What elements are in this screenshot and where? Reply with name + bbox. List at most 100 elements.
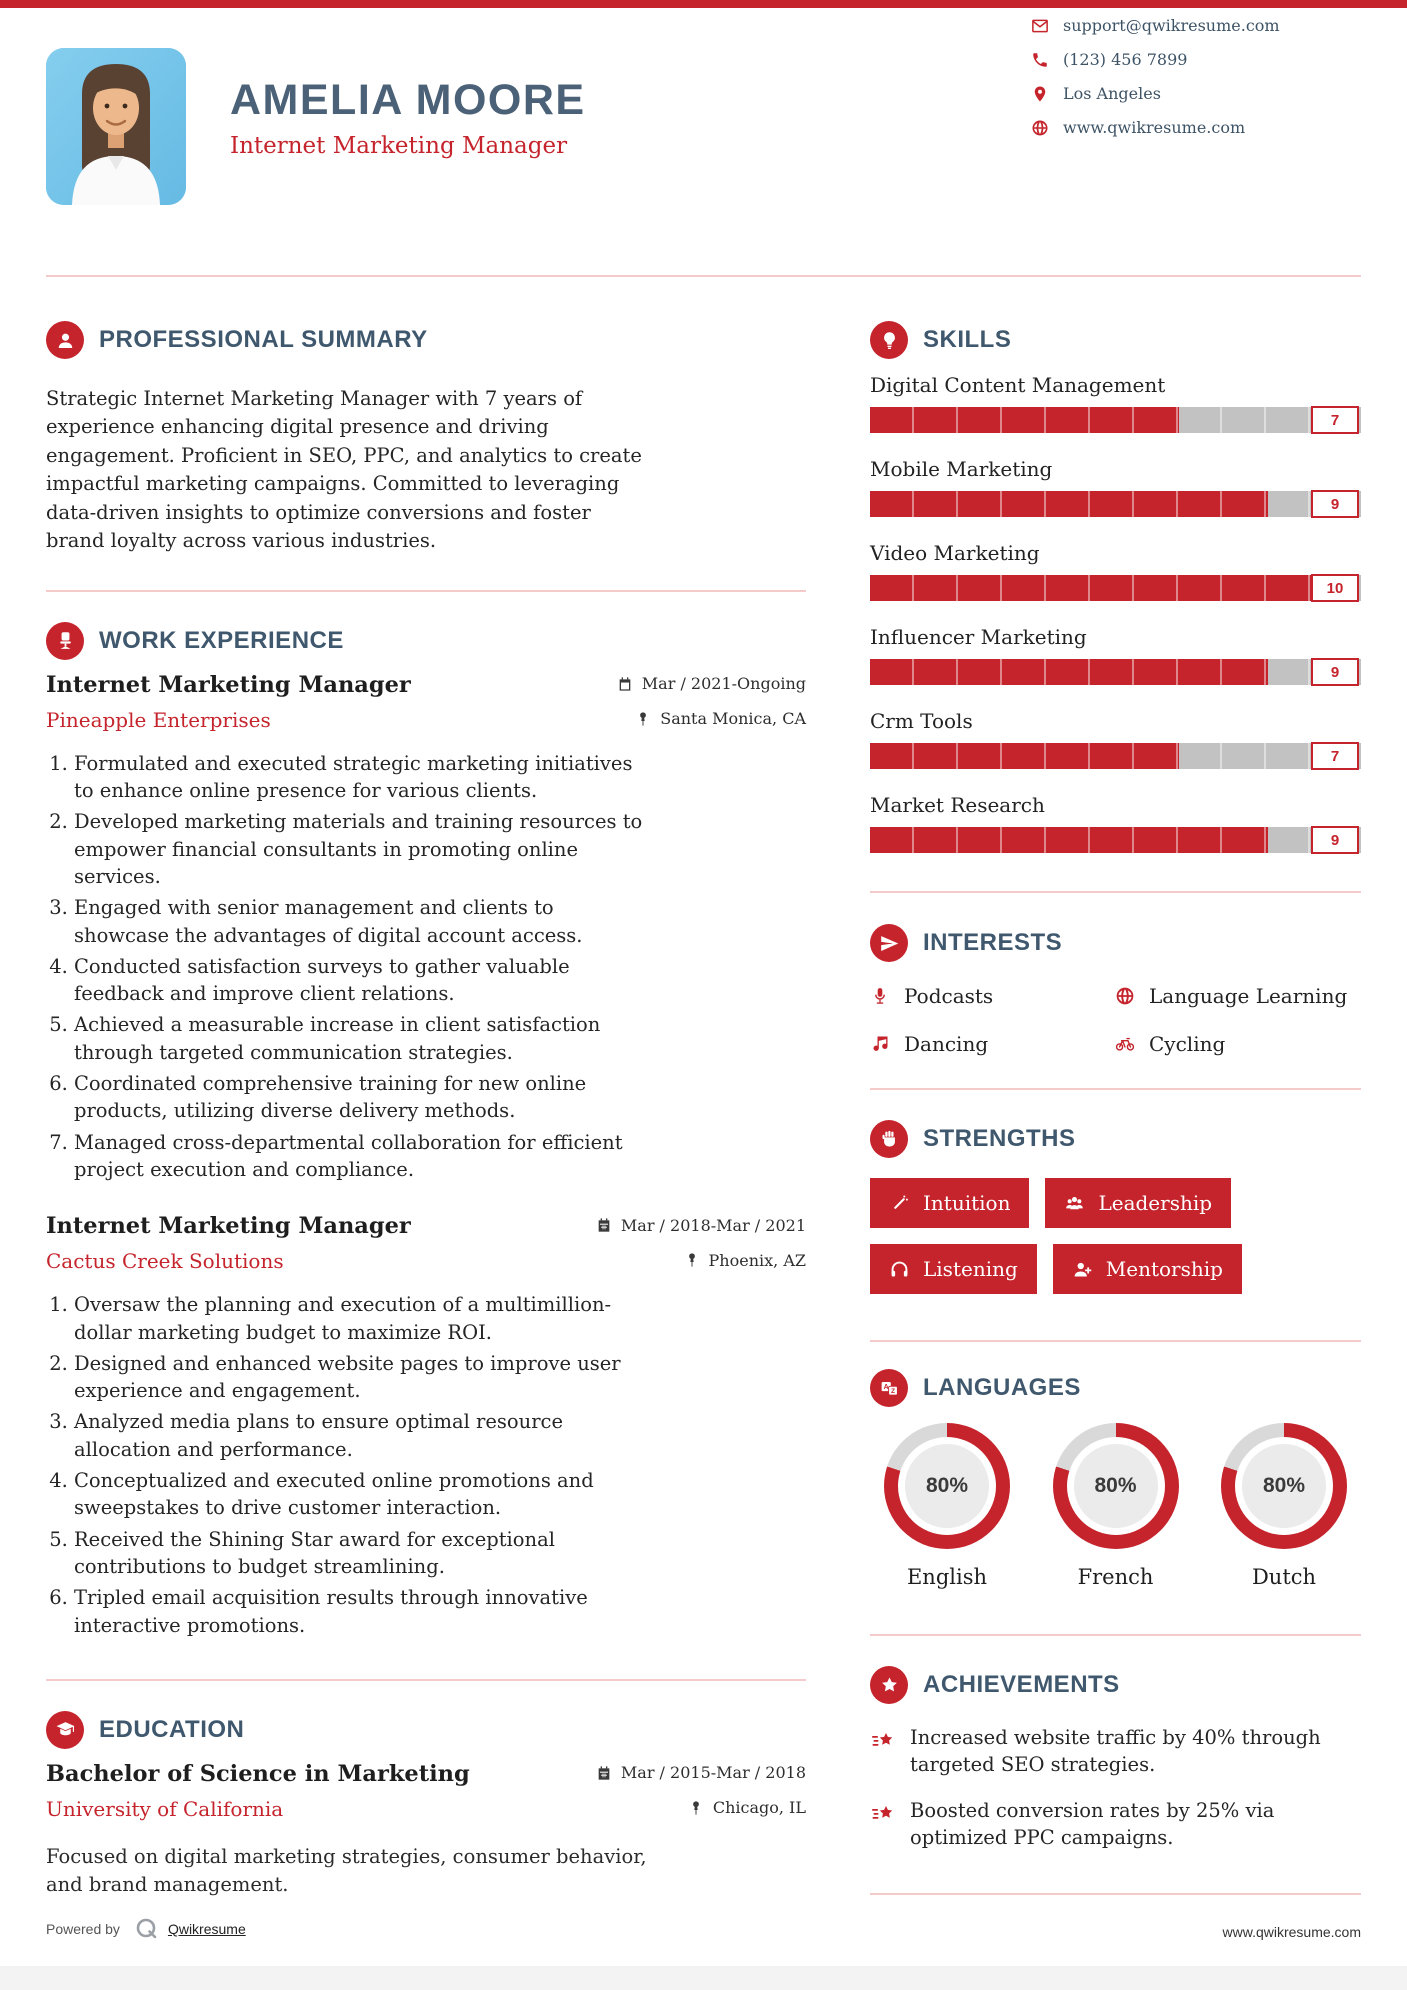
skill-bar: 9 <box>870 826 1361 854</box>
bottom-strip <box>0 1966 1407 1990</box>
language-progress-ring: 80% <box>1221 1423 1347 1549</box>
paper-plane-icon <box>870 924 908 962</box>
calendar-icon <box>617 676 633 692</box>
calendar-icon <box>596 1217 612 1233</box>
achievements-section-heading: ACHIEVEMENTS <box>870 1666 1361 1704</box>
phone-icon <box>1031 51 1049 69</box>
job-bullet: Managed cross-departmental collaboration… <box>74 1129 654 1184</box>
skill-score-badge: 7 <box>1311 406 1359 434</box>
interest-item: Cycling <box>1115 1032 1361 1056</box>
job-title: Internet Marketing Manager <box>46 671 411 698</box>
language-percent: 80% <box>905 1444 989 1528</box>
languages-list: 80% English 80% French 80% Dutch <box>870 1423 1361 1589</box>
job-bullet-list: Formulated and executed strategic market… <box>46 750 654 1183</box>
person-plus-icon <box>1072 1259 1093 1280</box>
contact-email[interactable]: support@qwikresume.com <box>1063 16 1280 35</box>
microphone-icon <box>870 986 890 1006</box>
pushpin-icon <box>684 1252 700 1268</box>
interest-label: Dancing <box>904 1032 989 1056</box>
interests-heading: INTERESTS <box>923 929 1063 956</box>
education-dates: Mar / 2015-Mar / 2018 <box>596 1763 806 1782</box>
work-heading: WORK EXPERIENCE <box>99 626 344 654</box>
job-dates: Mar / 2018-Mar / 2021 <box>596 1216 806 1235</box>
section-divider <box>46 589 806 592</box>
users-icon <box>1064 1193 1085 1214</box>
skill-name: Video Marketing <box>870 541 1040 565</box>
lightbulb-icon <box>870 321 908 359</box>
job-dates: Mar / 2021-Ongoing <box>617 674 806 693</box>
achievement-item: Boosted conversion rates by 25% via opti… <box>870 1797 1361 1852</box>
skill-bar: 7 <box>870 742 1361 770</box>
skill-name: Digital Content Management <box>870 373 1166 397</box>
job-bullet: Designed and enhanced website pages to i… <box>74 1350 654 1405</box>
job-company: Cactus Creek Solutions <box>46 1249 284 1274</box>
language-name: Dutch <box>1251 1565 1317 1589</box>
education-heading: EDUCATION <box>99 1715 245 1743</box>
star-medal-icon <box>870 1666 908 1704</box>
education-section-heading: EDUCATION <box>46 1710 806 1749</box>
job-bullet: Received the Shining Star award for exce… <box>74 1526 654 1581</box>
left-column: PROFESSIONAL SUMMARY Strategic Internet … <box>46 277 806 1900</box>
strength-label: Intuition <box>923 1191 1011 1215</box>
section-divider <box>870 1088 1361 1090</box>
summary-text: Strategic Internet Marketing Manager wit… <box>46 387 642 553</box>
interest-item: Language Learning <box>1115 984 1361 1008</box>
calendar-icon <box>596 1765 612 1781</box>
job-bullet: Coordinated comprehensive training for n… <box>74 1070 654 1125</box>
interests-section-heading: INTERESTS <box>870 924 1361 962</box>
contact-phone: (123) 456 7899 <box>1063 50 1188 69</box>
language-item: 80% Dutch <box>1219 1423 1349 1589</box>
office-chair-icon <box>46 621 84 660</box>
language-progress-ring: 80% <box>884 1423 1010 1549</box>
job-bullet: Conducted satisfaction surveys to gather… <box>74 953 654 1008</box>
contact-location: Los Angeles <box>1063 84 1161 103</box>
svg-text:Z: Z <box>891 1388 895 1395</box>
skill-bar: 7 <box>870 406 1361 434</box>
contact-website-row: www.qwikresume.com <box>1031 118 1361 137</box>
shooting-star-icon <box>870 1728 896 1754</box>
header-divider <box>46 275 1361 277</box>
contact-location-row: Los Angeles <box>1031 84 1361 103</box>
graduation-cap-icon <box>46 1710 84 1749</box>
job-location: Santa Monica, CA <box>635 709 806 728</box>
skill-name: Market Research <box>870 793 1045 817</box>
skill-name: Mobile Marketing <box>870 457 1053 481</box>
job-bullet: Developed marketing materials and traini… <box>74 808 654 890</box>
section-divider <box>870 1634 1361 1636</box>
job-title: Internet Marketing Manager <box>46 1213 411 1240</box>
qwikresume-logo-icon <box>134 1916 160 1942</box>
job-bullet: Tripled email acquisition results throug… <box>74 1584 654 1639</box>
strength-label: Mentorship <box>1105 1257 1223 1281</box>
top-accent-bar <box>0 0 1407 8</box>
achievement-item: Increased website traffic by 40% through… <box>870 1724 1361 1779</box>
qwikresume-link[interactable]: Qwikresume <box>167 1921 246 1937</box>
right-column: SKILLS Digital Content Management 7 Mobi… <box>870 277 1361 1896</box>
skill-bar: 10 <box>870 574 1361 602</box>
language-item: 80% English <box>882 1423 1012 1589</box>
globe-icon <box>1031 119 1049 137</box>
profile-photo <box>46 48 186 205</box>
degree: Bachelor of Science in Marketing <box>46 1760 470 1787</box>
strength-chip: Leadership <box>1045 1178 1232 1228</box>
section-divider <box>870 891 1361 893</box>
user-icon <box>46 321 84 359</box>
interest-label: Language Learning <box>1149 984 1348 1008</box>
education-entry: Bachelor of Science in Marketing Mar / 2… <box>46 1761 806 1900</box>
skills-heading: SKILLS <box>923 326 1012 353</box>
achievement-text: Increased website traffic by 40% through… <box>910 1726 1321 1777</box>
achievements-list: Increased website traffic by 40% through… <box>870 1724 1361 1851</box>
skill-score-badge: 9 <box>1311 658 1359 686</box>
globe-icon <box>1115 986 1135 1006</box>
music-note-icon <box>870 1034 890 1054</box>
work-section-heading: WORK EXPERIENCE <box>46 621 806 660</box>
achievement-text: Boosted conversion rates by 25% via opti… <box>910 1798 1275 1849</box>
section-divider <box>870 1340 1361 1342</box>
footer-branding: Powered by Qwikresume <box>46 1916 246 1942</box>
strength-label: Leadership <box>1098 1191 1213 1215</box>
strength-chip: Mentorship <box>1052 1244 1242 1294</box>
contact-website[interactable]: www.qwikresume.com <box>1063 118 1246 137</box>
job-bullet: Oversaw the planning and execution of a … <box>74 1291 654 1346</box>
skill-bar: 9 <box>870 658 1361 686</box>
strengths-section-heading: STRENGTHS <box>870 1120 1361 1158</box>
job-bullet: Achieved a measurable increase in client… <box>74 1011 654 1066</box>
